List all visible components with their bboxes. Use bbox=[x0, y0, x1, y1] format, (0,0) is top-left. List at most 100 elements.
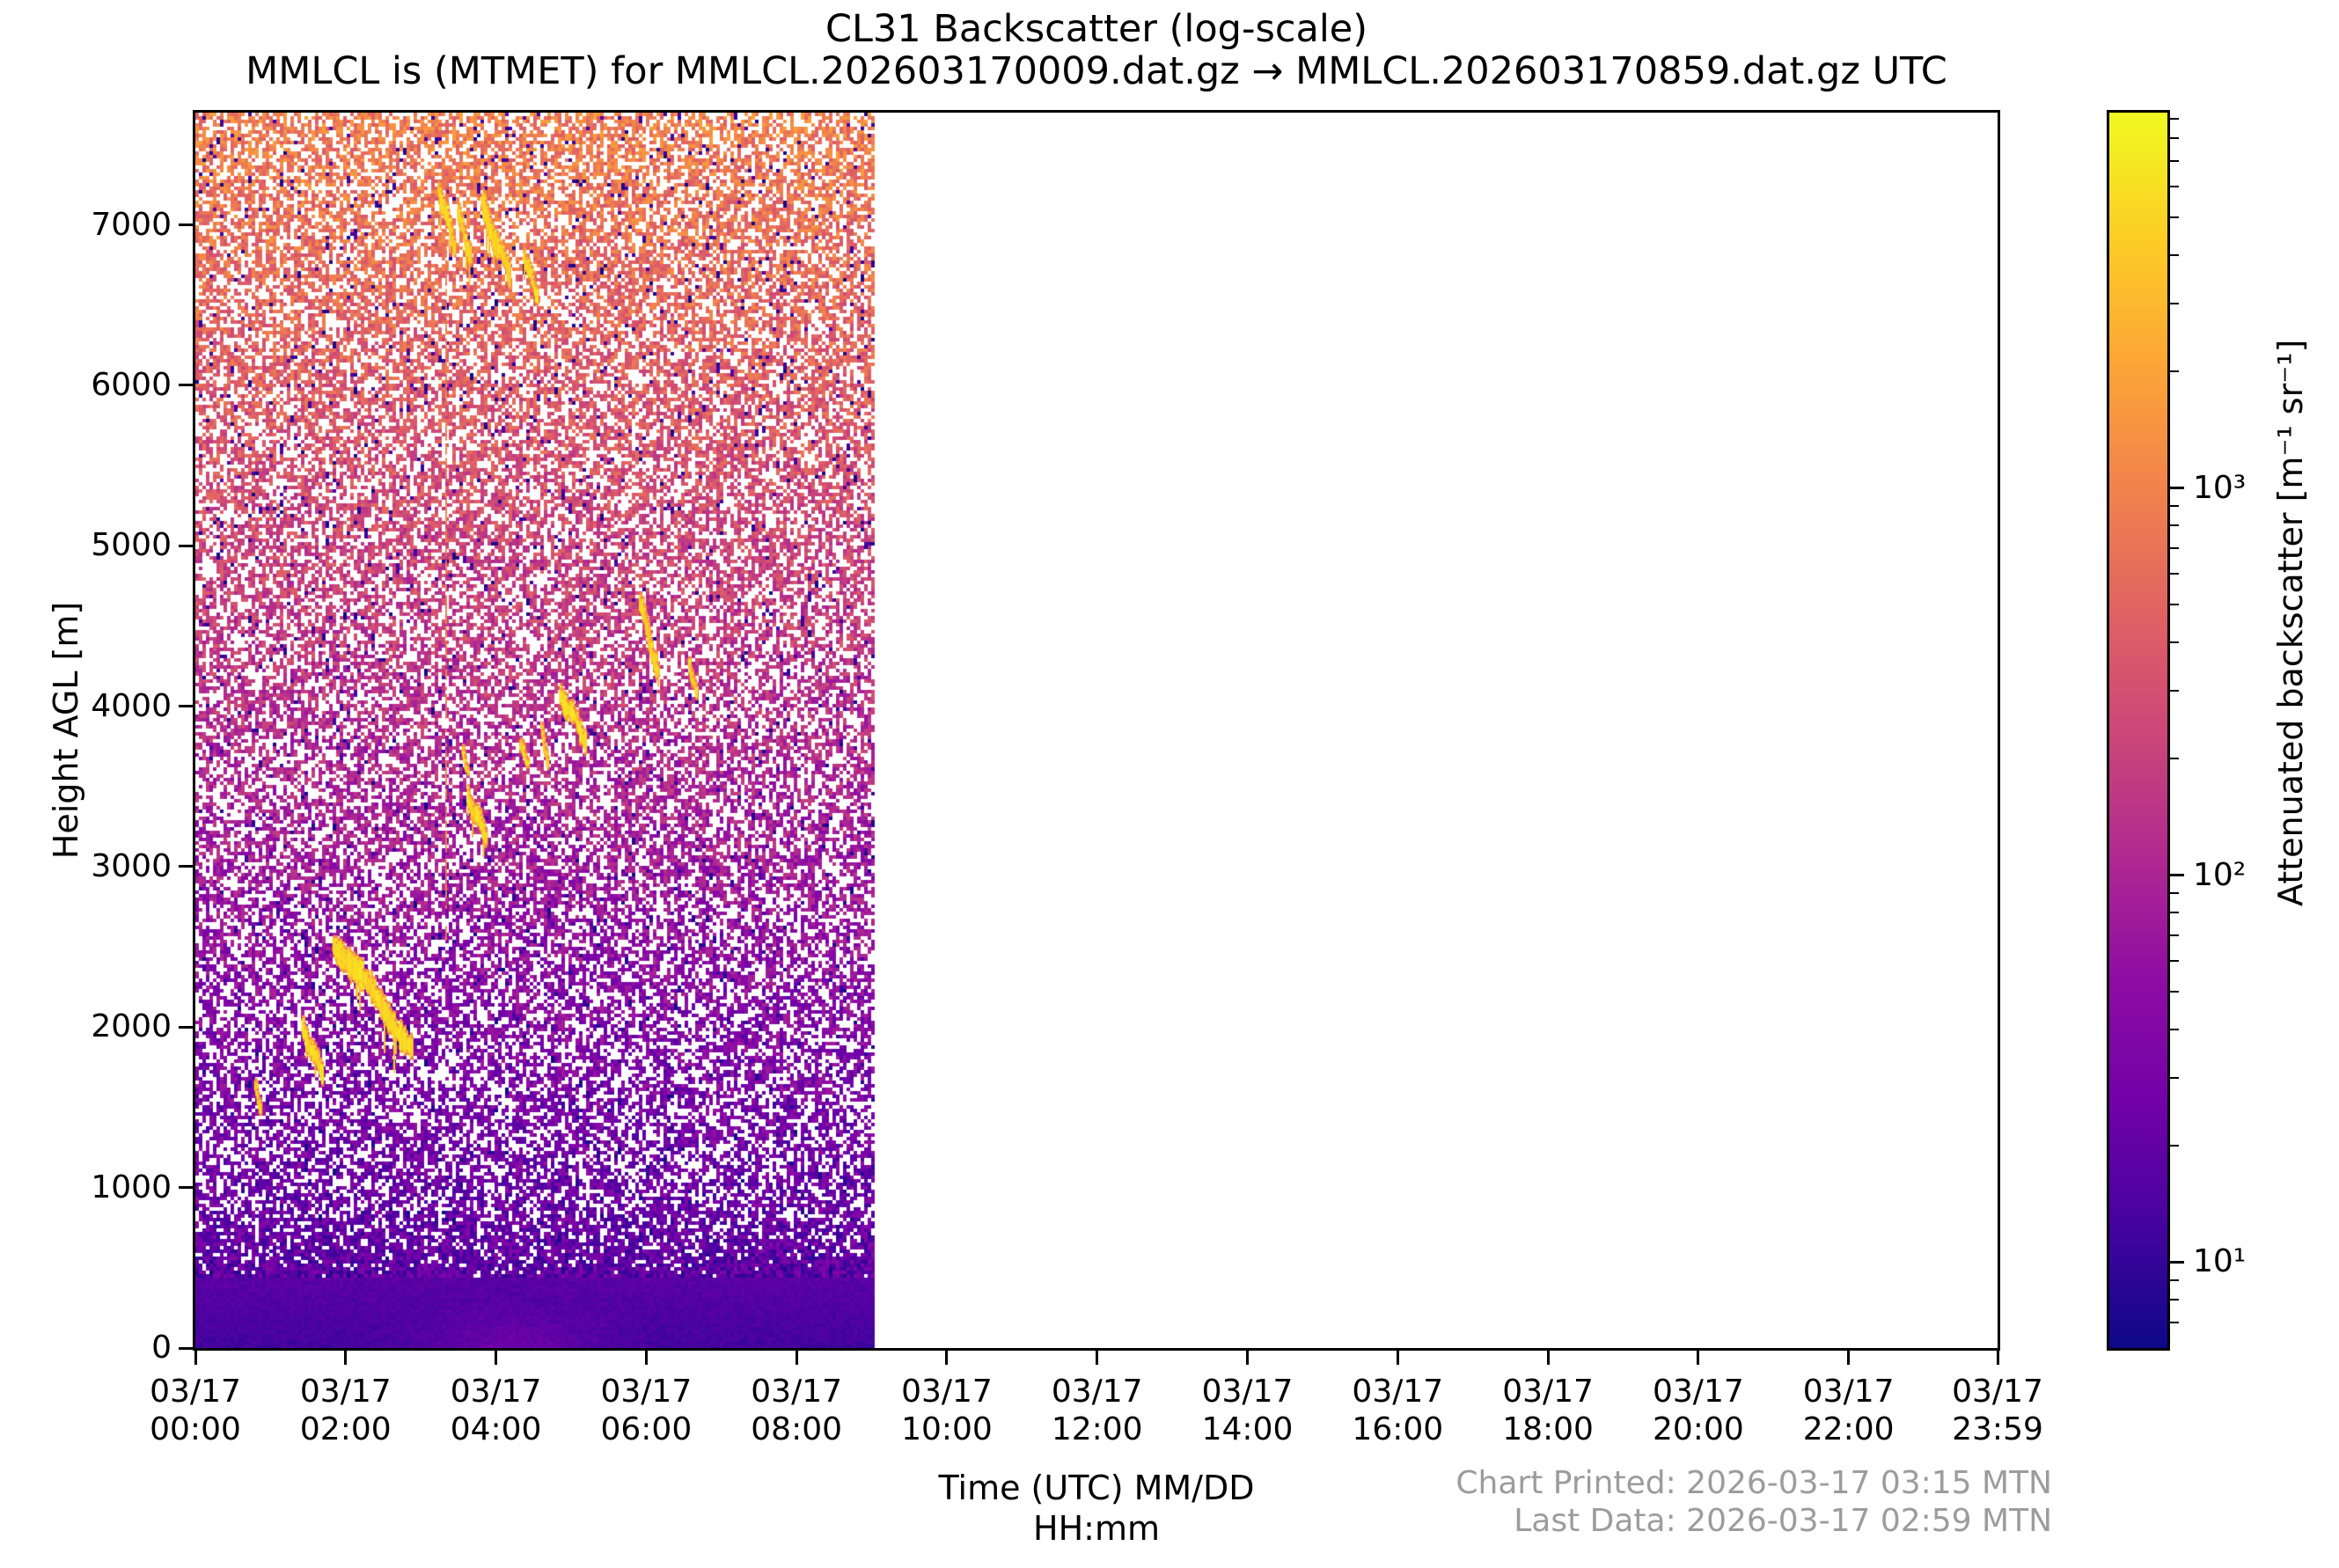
colorbar-minor-tick bbox=[2170, 137, 2179, 140]
y-tick-label: 6000 bbox=[91, 366, 172, 403]
colorbar-minor-tick bbox=[2170, 1321, 2179, 1323]
x-tick-time: 02:00 bbox=[299, 1411, 392, 1447]
colorbar-minor-tick bbox=[2170, 912, 2179, 914]
colorbar-tick-label: 10¹ bbox=[2193, 1243, 2247, 1280]
colorbar-minor-tick bbox=[2170, 216, 2179, 219]
x-tick-time: 16:00 bbox=[1352, 1411, 1444, 1447]
x-tick-date: 03/17 bbox=[1352, 1374, 1444, 1410]
x-tick-mark bbox=[1546, 1351, 1550, 1365]
x-tick-date: 03/17 bbox=[450, 1374, 542, 1410]
x-tick-mark bbox=[795, 1351, 798, 1365]
y-tick-mark bbox=[179, 223, 193, 227]
footer-chart-printed: Chart Printed: 2026-03-17 03:15 MTN bbox=[1455, 1465, 2052, 1501]
colorbar-minor-tick bbox=[2170, 524, 2179, 527]
x-tick-label: 03/17 16:00 bbox=[1301, 1373, 1494, 1448]
x-tick-label: 03/17 18:00 bbox=[1451, 1373, 1645, 1448]
footer-last-data: Last Data: 2026-03-17 02:59 MTN bbox=[1514, 1503, 2052, 1539]
y-tick-label: 0 bbox=[151, 1330, 172, 1366]
colorbar-major-tick bbox=[2170, 1260, 2184, 1264]
x-tick-time: 18:00 bbox=[1502, 1411, 1594, 1447]
x-tick-time: 12:00 bbox=[1051, 1411, 1143, 1447]
x-tick-date: 03/17 bbox=[1653, 1374, 1744, 1410]
colorbar-minor-tick bbox=[2170, 891, 2179, 894]
colorbar-minor-tick bbox=[2170, 302, 2179, 304]
x-tick-time: 06:00 bbox=[600, 1411, 693, 1447]
x-tick-time: 08:00 bbox=[751, 1411, 843, 1447]
x-tick-date: 03/17 bbox=[1502, 1374, 1594, 1410]
y-tick-mark bbox=[179, 1186, 193, 1190]
colorbar-minor-tick bbox=[2170, 758, 2179, 760]
x-tick-label: 03/17 06:00 bbox=[549, 1373, 743, 1448]
colorbar-minor-tick bbox=[2170, 689, 2179, 692]
colorbar-minor-tick bbox=[2170, 117, 2179, 120]
plot-area bbox=[193, 110, 2000, 1351]
x-tick-label: 03/17 08:00 bbox=[700, 1373, 893, 1448]
y-tick-mark bbox=[179, 1346, 193, 1350]
x-tick-date: 03/17 bbox=[600, 1374, 693, 1410]
x-tick-mark bbox=[1847, 1351, 1851, 1365]
colorbar-minor-tick bbox=[2170, 1028, 2179, 1030]
colorbar-minor-tick bbox=[2170, 370, 2179, 373]
colorbar-minor-tick bbox=[2170, 934, 2179, 936]
x-tick-mark bbox=[644, 1351, 648, 1365]
x-tick-label: 03/17 00:00 bbox=[99, 1373, 292, 1448]
colorbar-tick-label: 10³ bbox=[2193, 469, 2247, 506]
x-tick-mark bbox=[1996, 1351, 1999, 1365]
colorbar-minor-tick bbox=[2170, 573, 2179, 575]
colorbar-minor-tick bbox=[2170, 1145, 2179, 1147]
colorbar-minor-tick bbox=[2170, 504, 2179, 507]
x-tick-time: 00:00 bbox=[150, 1411, 241, 1447]
x-tick-time: 10:00 bbox=[901, 1411, 993, 1447]
x-tick-time: 23:59 bbox=[1952, 1411, 2043, 1447]
x-tick-date: 03/17 bbox=[901, 1374, 993, 1410]
x-tick-date: 03/17 bbox=[1802, 1374, 1895, 1410]
x-tick-mark bbox=[1697, 1351, 1700, 1365]
y-tick-label: 5000 bbox=[91, 527, 172, 564]
chart-title: CL31 Backscatter (log-scale) bbox=[825, 7, 1368, 51]
x-tick-label: 03/17 10:00 bbox=[850, 1373, 1044, 1448]
x-tick-time: 22:00 bbox=[1802, 1411, 1895, 1447]
x-tick-date: 03/17 bbox=[299, 1374, 392, 1410]
x-tick-time: 20:00 bbox=[1653, 1411, 1744, 1447]
x-tick-label: 03/17 22:00 bbox=[1752, 1373, 1946, 1448]
x-tick-date: 03/17 bbox=[150, 1374, 241, 1410]
x-tick-date: 03/17 bbox=[1201, 1374, 1294, 1410]
colorbar bbox=[2107, 110, 2170, 1351]
colorbar-tick-label: 10² bbox=[2193, 856, 2247, 893]
x-tick-label: 03/17 14:00 bbox=[1151, 1373, 1345, 1448]
x-tick-date: 03/17 bbox=[751, 1374, 843, 1410]
y-tick-mark bbox=[179, 384, 193, 387]
x-tick-mark bbox=[1246, 1351, 1249, 1365]
colorbar-major-tick bbox=[2170, 874, 2184, 877]
chart-subtitle: MMLCL is (MTMET) for MMLCL.202603170009.… bbox=[246, 49, 1947, 93]
colorbar-minor-tick bbox=[2170, 546, 2179, 549]
colorbar-minor-tick bbox=[2170, 1279, 2179, 1281]
colorbar-label: Attenuated backscatter [m⁻¹ sr⁻¹] bbox=[2271, 339, 2310, 906]
colorbar-gradient-canvas bbox=[2109, 113, 2167, 1348]
y-tick-label: 4000 bbox=[91, 687, 172, 724]
y-tick-mark bbox=[179, 705, 193, 708]
colorbar-minor-tick bbox=[2170, 253, 2179, 256]
x-tick-time: 14:00 bbox=[1201, 1411, 1294, 1447]
x-tick-mark bbox=[495, 1351, 498, 1365]
x-tick-mark bbox=[344, 1351, 348, 1365]
y-tick-mark bbox=[179, 544, 193, 547]
colorbar-minor-tick bbox=[2170, 990, 2179, 993]
x-tick-label: 03/17 02:00 bbox=[249, 1373, 443, 1448]
x-tick-time: 04:00 bbox=[450, 1411, 542, 1447]
x-tick-label: 03/17 20:00 bbox=[1602, 1373, 1795, 1448]
colorbar-minor-tick bbox=[2170, 1299, 2179, 1301]
y-tick-label: 1000 bbox=[91, 1169, 172, 1205]
y-tick-mark bbox=[179, 1025, 193, 1029]
backscatter-heatmap-canvas bbox=[195, 113, 1998, 1348]
colorbar-minor-tick bbox=[2170, 159, 2179, 162]
x-tick-date: 03/17 bbox=[1051, 1374, 1143, 1410]
colorbar-minor-tick bbox=[2170, 604, 2179, 606]
colorbar-minor-tick bbox=[2170, 1076, 2179, 1079]
colorbar-minor-tick bbox=[2170, 960, 2179, 963]
x-axis-label-line2: HH:mm bbox=[1033, 1509, 1160, 1548]
x-tick-label: 03/17 23:59 bbox=[1901, 1373, 2094, 1448]
x-tick-label: 03/17 12:00 bbox=[1001, 1373, 1194, 1448]
x-axis-label-line1: Time (UTC) MM/DD bbox=[938, 1469, 1255, 1507]
